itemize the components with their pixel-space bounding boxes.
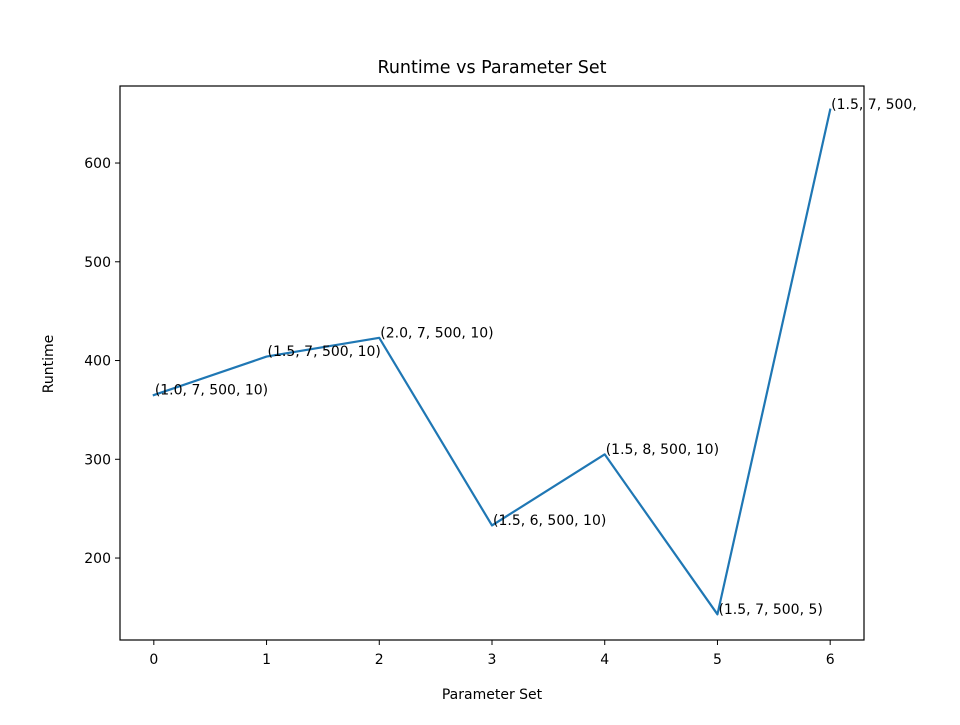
y-tick-label: 300 [84, 452, 111, 468]
axes: 0 1 2 3 4 5 6 200 300 400 500 600 [84, 85, 865, 668]
point-annotation: (1.5, 6, 500, 10) [493, 513, 606, 529]
series-line-0 [152, 108, 832, 616]
axes-frame [119, 85, 865, 641]
point-annotation: (1.0, 7, 500, 10) [155, 383, 268, 399]
x-tick-label: 0 [149, 652, 158, 668]
chart-title: Runtime vs Parameter Set [377, 58, 606, 78]
x-tick-label: 2 [375, 652, 384, 668]
y-tick-label: 400 [84, 354, 111, 370]
point-annotation: (1.5, 7, 500, [831, 97, 917, 113]
x-tick-label: 3 [488, 652, 497, 668]
x-tick-label: 6 [826, 652, 835, 668]
x-axis-label: Parameter Set [442, 687, 543, 703]
y-axis-label: Runtime [41, 335, 57, 393]
x-tick-label: 5 [713, 652, 722, 668]
point-annotation: (1.5, 7, 500, 10) [268, 344, 381, 360]
point-annotation: (2.0, 7, 500, 10) [380, 325, 493, 341]
y-tick-label: 500 [84, 255, 111, 271]
plot-area: (1.0, 7, 500, 10) (1.5, 7, 500, 10) (2.0, … [152, 97, 917, 618]
point-annotation: (1.5, 8, 500, 10) [606, 442, 719, 458]
y-tick-label: 600 [84, 156, 111, 172]
point-annotation: (1.5, 7, 500, 5) [718, 602, 822, 618]
y-tick-label: 200 [84, 551, 111, 567]
x-tick-label: 4 [600, 652, 609, 668]
x-tick-label: 1 [262, 652, 271, 668]
